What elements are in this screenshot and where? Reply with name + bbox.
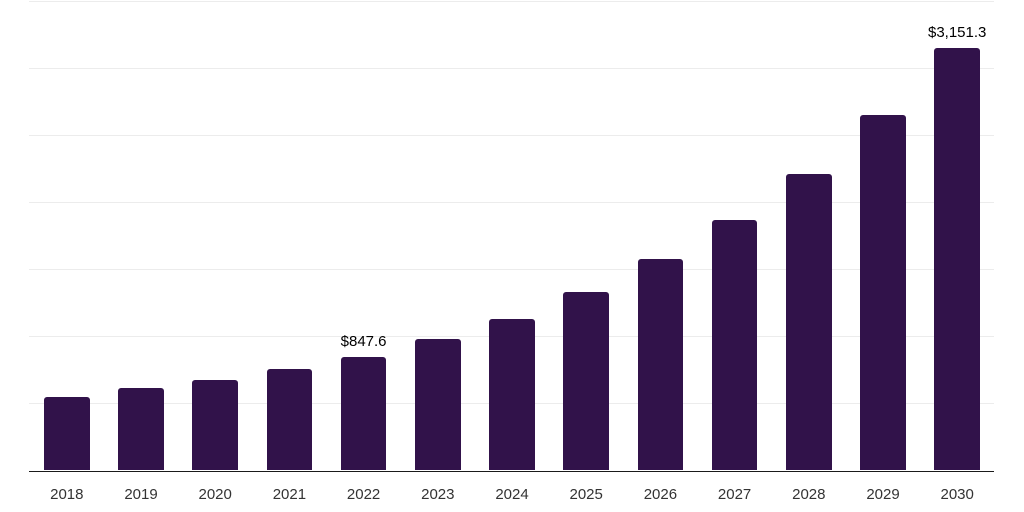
x-tick-label-2023: 2023 — [421, 486, 455, 503]
bar-2021 — [266, 369, 313, 471]
gridline — [29, 1, 994, 2]
bar-2030 — [934, 47, 980, 471]
x-tick-label-2028: 2028 — [792, 486, 826, 503]
x-tick-label-2019: 2019 — [124, 486, 158, 503]
x-tick-label-2020: 2020 — [198, 486, 232, 503]
x-tick-label-2021: 2021 — [272, 486, 307, 503]
gridline — [29, 269, 994, 271]
bar-2028 — [786, 173, 832, 471]
x-tick-label-2024: 2024 — [495, 486, 529, 503]
bar-2022 — [340, 356, 387, 471]
bar-2027 — [711, 220, 758, 471]
bar-value-label-2030: $3,151.3 — [927, 23, 987, 41]
gridline — [29, 68, 994, 70]
x-tick-label-2022: 2022 — [346, 486, 381, 503]
bar-value-label-2022: $847.6 — [340, 332, 387, 350]
x-tick-label-2018: 2018 — [50, 486, 84, 503]
x-tick-label-2025: 2025 — [569, 486, 603, 503]
gridline — [29, 202, 994, 204]
bar-2023 — [415, 339, 461, 471]
gridline — [29, 135, 994, 137]
bar-2026 — [637, 259, 684, 471]
bar-2020 — [192, 379, 238, 471]
x-axis-line — [29, 470, 994, 472]
x-tick-label-2029: 2029 — [866, 486, 900, 503]
x-tick-label-2030: 2030 — [940, 486, 974, 503]
bar-2025 — [563, 291, 609, 471]
bar-2019 — [118, 388, 164, 471]
x-tick-label-2027: 2027 — [717, 486, 752, 503]
bar-2018 — [44, 397, 90, 471]
bar-2029 — [860, 115, 906, 471]
bar-2024 — [489, 318, 535, 471]
x-tick-label-2026: 2026 — [643, 486, 678, 503]
